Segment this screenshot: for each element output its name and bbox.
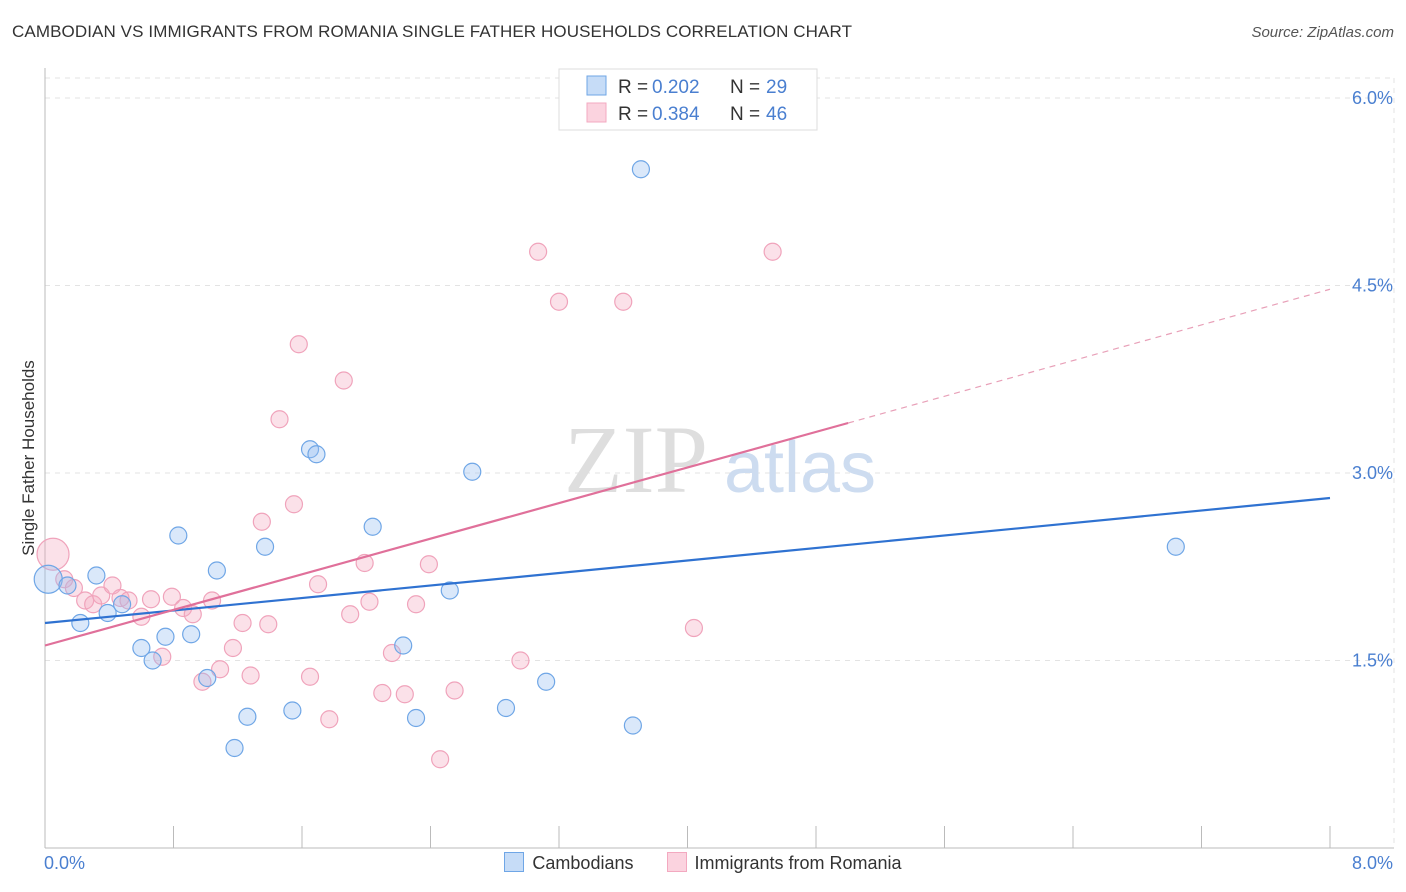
cambodian-point [71,613,90,633]
legend-label-romania: Immigrants from Romania [694,853,902,873]
romania-point [341,605,360,624]
legend-r-label-2: R = [618,104,648,125]
romania-point [241,666,260,685]
legend-item-romania: Immigrants from Romania [666,852,902,874]
cambodian-point [363,517,382,536]
romania-point [431,750,450,769]
romania-trend-extension [847,288,1331,424]
cambodian-point [207,561,226,580]
legend-swatch-cambodians [586,75,607,96]
romania-point [684,618,704,638]
source-label: Source: ZipAtlas.com [1251,24,1394,41]
cambodian-point [537,672,556,691]
romania-point [153,647,172,666]
legend-swatch-romania-bottom [666,852,687,872]
romania-point [445,681,464,700]
cambodian-point [255,537,275,556]
cambodian-point [225,738,244,758]
romania-point [320,710,339,729]
romania-point [289,335,308,354]
romania-point [259,615,278,634]
romania-trend-line [44,421,849,647]
y-tick-label: 6.0% [1352,88,1393,108]
legend-label-cambodians: Cambodians [532,853,634,873]
x-tick-label: 8.0% [1352,853,1393,873]
romania-point [406,595,426,614]
cambodian-point [132,638,151,658]
grid-lines [45,77,1395,848]
romania-point [549,292,569,311]
cambodian-trend-line [44,496,1331,625]
romania-point [395,685,414,704]
watermark-atlas: atlas [724,428,876,508]
legend-n-label-2: N = [730,104,760,125]
cambodian-point [631,160,651,179]
legend-swatch-romania [586,102,607,123]
romania-point [419,555,438,574]
y-tick-label: 3.0% [1352,463,1393,483]
romania-point [270,410,289,429]
legend-r-label-1: R = [618,77,648,98]
legend-swatch-cambodians-bottom [504,852,525,872]
romania-point [360,592,379,611]
romania-point [210,660,230,679]
cambodian-point [112,595,132,614]
legend-n-label-1: N = [730,77,760,98]
cambodian-point [440,581,459,600]
cambodian-point [87,566,106,585]
legend-n-value-2: 46 [766,104,787,125]
romania-point [614,292,633,311]
cambodian-point [1166,537,1185,556]
romania-point [252,512,271,531]
romania-point [162,587,181,606]
chart-title: CAMBODIAN VS IMMIGRANTS FROM ROMANIA SIN… [12,22,853,41]
cambodian-point [182,625,201,644]
legend-r-value-1: 0.202 [652,77,700,98]
cambodian-point [463,462,482,481]
y-tick-label: 1.5% [1352,651,1393,671]
tick-labels: 1.5% 3.0% 4.5% 6.0% 0.0% 8.0% [44,88,1393,873]
x-tick-label: 0.0% [44,853,85,873]
stats-legend: R = 0.202 N = 29 R = 0.384 N = 46 [558,68,818,131]
cambodian-point [406,708,426,728]
legend-n-value-1: 29 [766,77,787,98]
cambodian-point [238,707,257,726]
axes [44,68,1394,849]
cambodian-point [307,445,326,464]
romania-point [223,638,243,658]
cambodian-point [143,651,162,670]
series-legend: Cambodians Immigrants from Romania [0,852,1406,874]
romania-point [300,667,320,686]
cambodian-point [169,526,188,545]
romania-point [334,371,353,390]
romania-point [308,575,328,594]
romania-point [233,613,252,633]
cambodian-points [33,160,1185,758]
legend-item-cambodians: Cambodians [504,852,633,874]
cambodian-point [394,636,413,655]
y-axis-label: Single Father Households [19,360,38,556]
cambodian-point [33,564,63,594]
cambodian-point [156,627,175,646]
watermark-zip: ZIP [564,406,708,513]
cambodian-point [623,716,642,735]
romania-point [763,242,782,261]
cambodian-point [198,668,217,688]
romania-point [284,495,304,514]
cambodian-point [496,698,516,718]
romania-point [529,242,548,261]
romania-point [36,537,70,571]
legend-r-value-2: 0.384 [652,104,700,125]
trend-lines [44,288,1331,647]
romania-point [373,683,392,703]
romania-point [141,590,161,609]
cambodian-point [283,701,302,720]
romania-point [511,651,530,670]
y-tick-label: 4.5% [1352,276,1393,296]
cambodian-point [58,576,77,595]
